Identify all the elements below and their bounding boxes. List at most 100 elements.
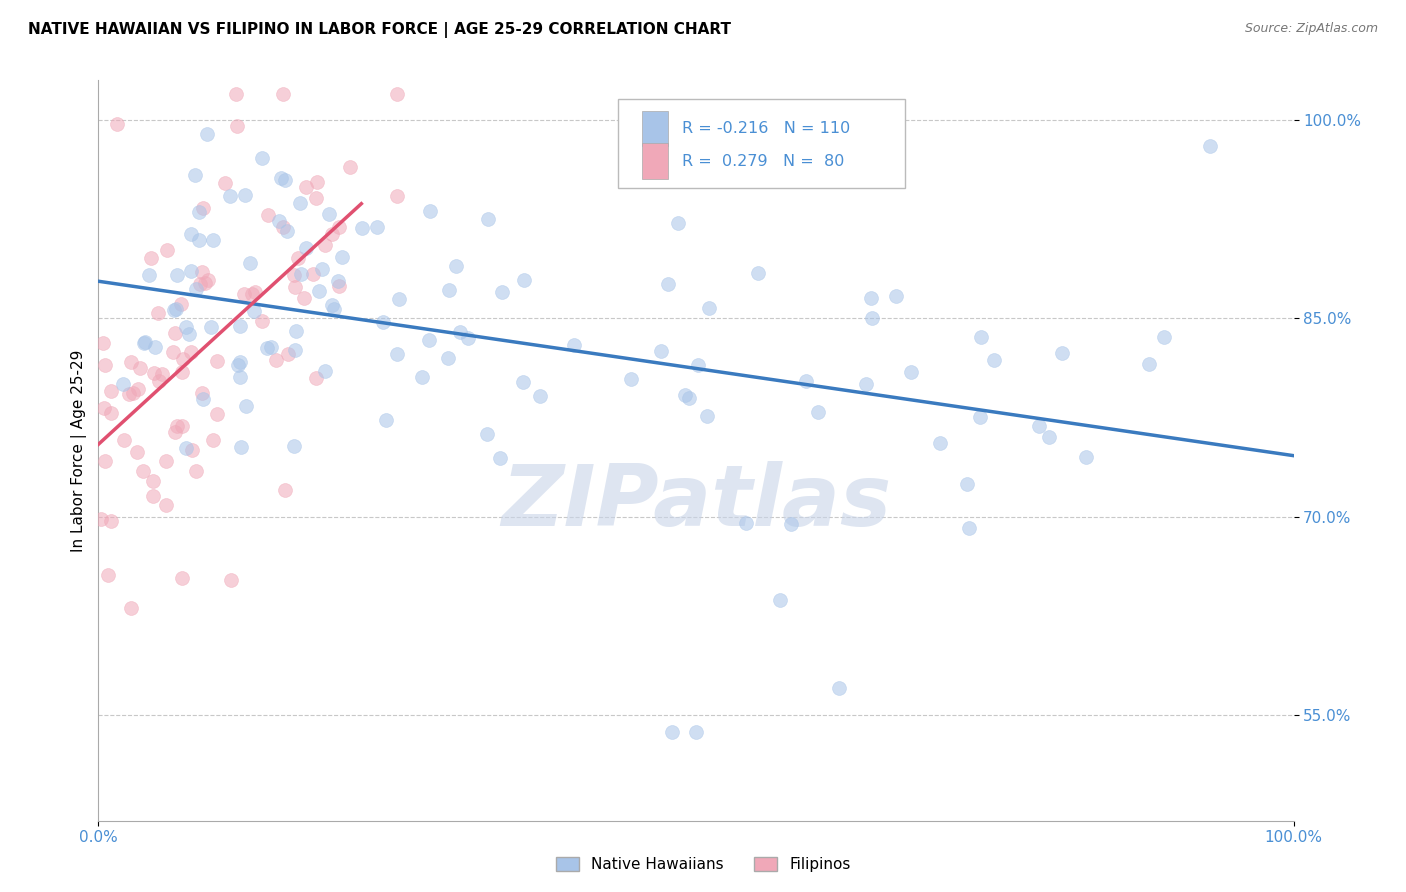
- Point: [418, 333, 440, 347]
- Point: [983, 353, 1005, 368]
- Point: [202, 233, 225, 247]
- Point: [155, 499, 177, 513]
- Point: [180, 345, 202, 359]
- Point: [969, 409, 991, 424]
- Point: [186, 464, 208, 478]
- Point: [512, 375, 534, 389]
- Point: [323, 302, 346, 317]
- Point: [305, 175, 328, 189]
- Point: [385, 87, 409, 101]
- Point: [100, 405, 122, 419]
- Point: [491, 285, 513, 300]
- Point: [129, 360, 152, 375]
- Point: [957, 521, 980, 535]
- Point: [284, 324, 307, 338]
- Text: Source: ZipAtlas.com: Source: ZipAtlas.com: [1244, 22, 1378, 36]
- Point: [685, 725, 707, 739]
- Point: [180, 227, 202, 242]
- Point: [768, 592, 790, 607]
- Point: [295, 179, 318, 194]
- Point: [229, 319, 252, 334]
- Point: [673, 388, 696, 402]
- Point: [970, 330, 993, 344]
- Point: [666, 216, 689, 230]
- Point: [170, 419, 193, 434]
- Point: [1038, 430, 1060, 444]
- Point: [475, 426, 498, 441]
- Point: [780, 517, 803, 532]
- Point: [250, 314, 273, 328]
- Point: [132, 335, 155, 350]
- Point: [193, 392, 215, 406]
- Point: [187, 205, 209, 219]
- Point: [308, 284, 330, 298]
- Point: [218, 188, 240, 202]
- Point: [696, 409, 718, 423]
- Point: [264, 352, 287, 367]
- Point: [260, 340, 283, 354]
- Point: [100, 514, 122, 528]
- Point: [352, 220, 374, 235]
- Point: [122, 385, 145, 400]
- Point: [489, 450, 512, 465]
- Point: [326, 274, 349, 288]
- Point: [143, 340, 166, 354]
- Text: ZIPatlas: ZIPatlas: [501, 461, 891, 544]
- Point: [243, 285, 266, 300]
- Point: [165, 326, 187, 340]
- Point: [284, 280, 307, 294]
- Point: [321, 227, 343, 241]
- Point: [172, 352, 194, 367]
- Point: [120, 600, 142, 615]
- Point: [112, 376, 135, 391]
- Y-axis label: In Labor Force | Age 25-29: In Labor Force | Age 25-29: [72, 350, 87, 551]
- Point: [302, 267, 325, 281]
- Point: [339, 160, 361, 174]
- Point: [283, 439, 305, 453]
- Point: [277, 347, 299, 361]
- Point: [225, 87, 247, 101]
- Point: [138, 268, 160, 282]
- Point: [529, 389, 551, 403]
- Point: [155, 454, 177, 468]
- Point: [276, 224, 298, 238]
- Point: [366, 219, 388, 234]
- Point: [187, 233, 209, 247]
- Point: [170, 365, 193, 379]
- Point: [148, 374, 170, 388]
- Point: [142, 489, 165, 503]
- Point: [166, 268, 188, 282]
- Point: [163, 425, 186, 440]
- Point: [328, 278, 350, 293]
- Point: [734, 516, 756, 530]
- Point: [271, 87, 294, 101]
- Point: [305, 371, 328, 385]
- Point: [183, 168, 205, 182]
- Point: [562, 337, 585, 351]
- Point: [860, 311, 883, 326]
- Point: [221, 574, 243, 588]
- Point: [929, 435, 952, 450]
- Point: [194, 276, 217, 290]
- Point: [678, 392, 700, 406]
- Point: [134, 335, 156, 350]
- Point: [197, 273, 219, 287]
- Point: [900, 365, 922, 379]
- Point: [162, 303, 184, 318]
- Point: [214, 176, 236, 190]
- Point: [794, 375, 817, 389]
- Point: [170, 296, 193, 310]
- Point: [290, 267, 312, 281]
- Point: [191, 265, 214, 279]
- Point: [233, 188, 256, 202]
- Point: [450, 325, 472, 339]
- Point: [860, 291, 883, 305]
- Point: [200, 320, 222, 334]
- Point: [226, 358, 249, 372]
- Point: [165, 302, 187, 317]
- Point: [328, 219, 350, 234]
- Point: [1052, 346, 1074, 360]
- Point: [229, 440, 252, 454]
- Point: [650, 344, 672, 359]
- Point: [93, 401, 115, 415]
